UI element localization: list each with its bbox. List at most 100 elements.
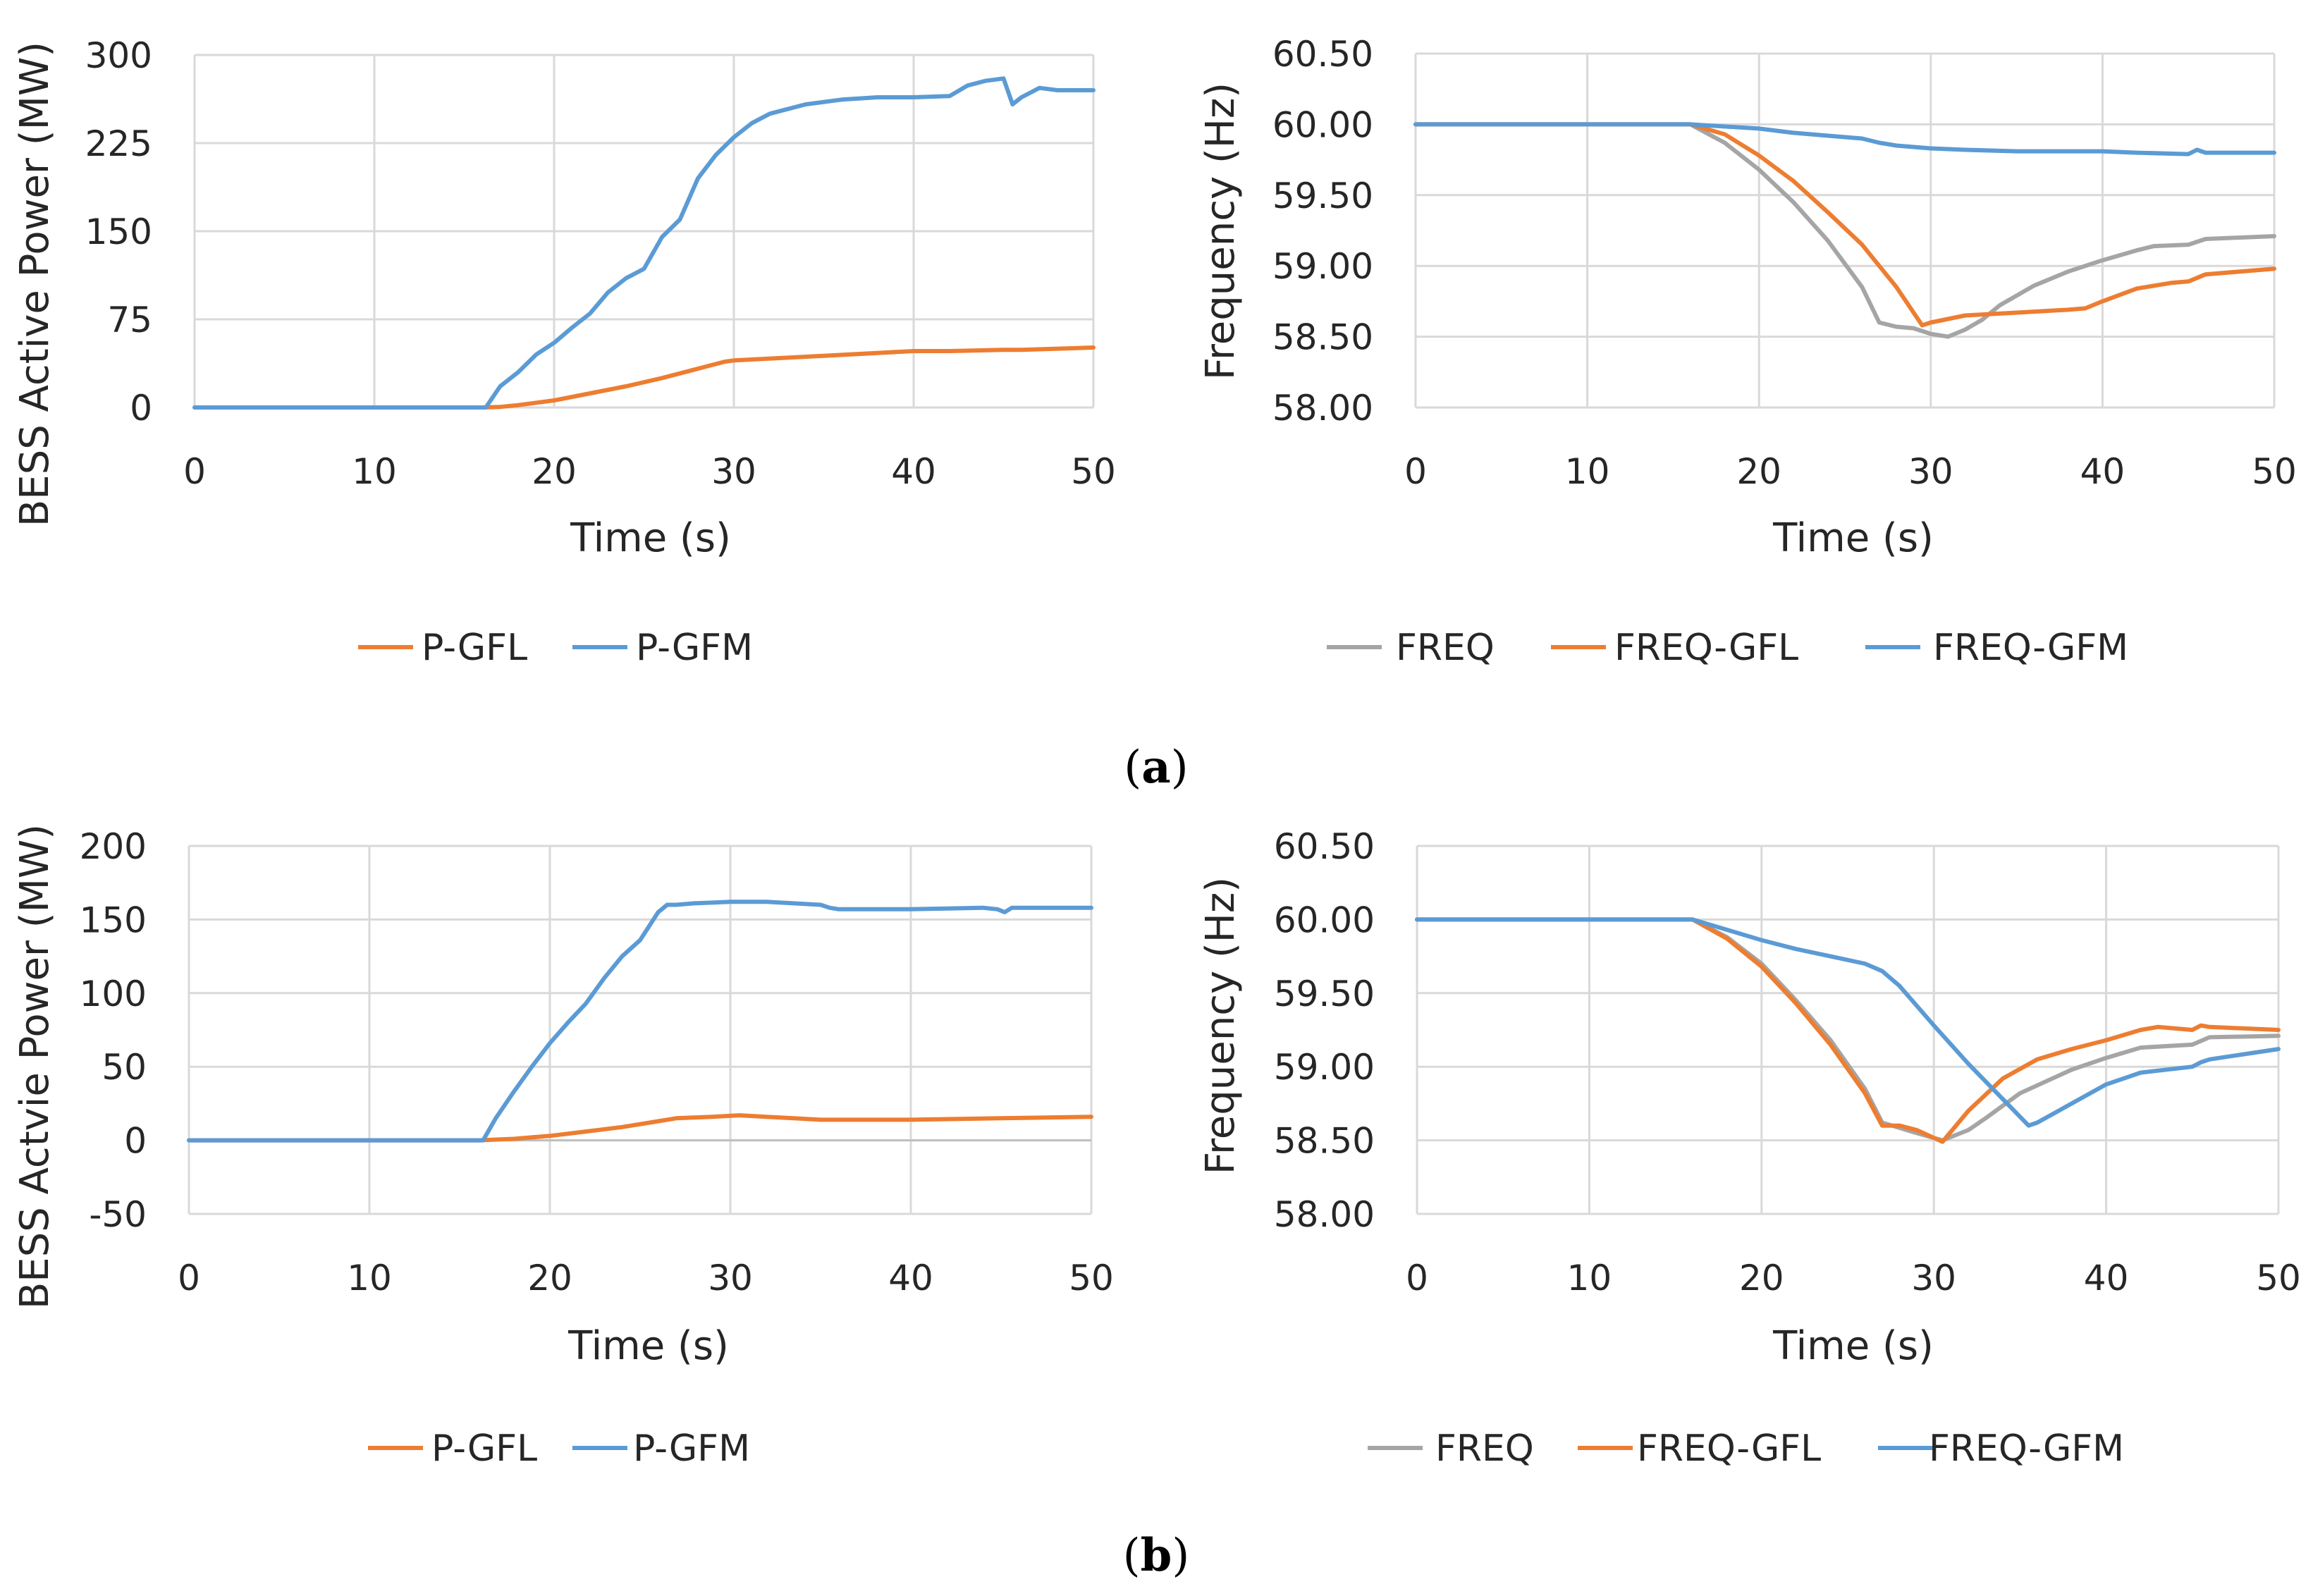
x-tick-label-50: 50 bbox=[2252, 451, 2297, 492]
y-tick-label-59-50: 59.50 bbox=[1272, 176, 1373, 216]
y-tick-label-59-00: 59.00 bbox=[1274, 1047, 1375, 1088]
gridlines bbox=[188, 845, 1093, 1215]
series-line-freq bbox=[1413, 122, 2276, 339]
y-tick-label-59-00: 59.00 bbox=[1272, 246, 1373, 287]
panel-label-a: (a) bbox=[1124, 741, 1188, 794]
x-tick-label-20: 20 bbox=[1736, 451, 1781, 492]
y-axis-label: Frequency (Hz) bbox=[1198, 877, 1244, 1174]
legend: P-GFL P-GFM bbox=[368, 1428, 750, 1470]
legend-label-freq: FREQ bbox=[1396, 627, 1495, 669]
x-axis-label: Time (s) bbox=[567, 1323, 729, 1369]
axes: 0 10 20 30 40 50 58.00 58.50 59.00 59.50 60.00 60.5… bbox=[1272, 34, 2297, 492]
y-tick-label-60-00: 60.00 bbox=[1272, 104, 1373, 145]
x-tick-label-30: 30 bbox=[711, 451, 756, 492]
panel-a-open: ( bbox=[1124, 742, 1141, 794]
gridlines bbox=[193, 54, 1095, 409]
series-lines bbox=[187, 900, 1093, 1143]
x-tick-label-40: 40 bbox=[2080, 451, 2125, 492]
chart-b-frequency: 0 10 20 30 40 50 58.00 58.50 59.00 59.50 60.00 60.5… bbox=[1198, 826, 2301, 1470]
y-tick-label-60-50: 60.50 bbox=[1272, 34, 1373, 75]
x-tick-label-20: 20 bbox=[532, 451, 577, 492]
legend-label-p-gfm: P-GFM bbox=[633, 1428, 750, 1470]
series-line-freq-gfl bbox=[1415, 917, 2281, 1144]
y-tick-label--50: -50 bbox=[89, 1194, 147, 1235]
series-line-p-gfl bbox=[187, 1113, 1093, 1143]
series-lines bbox=[192, 76, 1096, 410]
series-lines bbox=[1413, 122, 2276, 339]
series-line-p-gfl bbox=[192, 345, 1096, 410]
legend-label-freq-gfm: FREQ-GFM bbox=[1933, 627, 2128, 669]
x-tick-label-30: 30 bbox=[1911, 1258, 1956, 1299]
series-lines bbox=[1415, 917, 2281, 1144]
x-tick-label-0: 0 bbox=[1404, 451, 1427, 492]
x-tick-label-10: 10 bbox=[347, 1258, 392, 1299]
x-tick-label-10: 10 bbox=[1567, 1258, 1612, 1299]
legend: P-GFL P-GFM bbox=[358, 627, 753, 669]
series-line-p-gfm bbox=[187, 900, 1093, 1143]
panel-b-open: ( bbox=[1123, 1530, 1141, 1582]
legend-label-p-gfl: P-GFL bbox=[422, 627, 527, 669]
y-axis-label: BESS Actvie Power (MW) bbox=[12, 824, 58, 1309]
chart-b-power: 0 10 20 30 40 50 -50 0 50 100 150 200 Time (s) BESS… bbox=[12, 824, 1114, 1470]
y-tick-label-300: 300 bbox=[85, 35, 152, 76]
series-line-freq-gfm bbox=[1415, 917, 2281, 1128]
x-tick-label-50: 50 bbox=[1071, 451, 1116, 492]
x-tick-label-30: 30 bbox=[1908, 451, 1953, 492]
y-tick-label-0: 0 bbox=[130, 388, 152, 429]
y-tick-label-58-50: 58.50 bbox=[1272, 317, 1373, 358]
x-axis-label: Time (s) bbox=[1772, 1323, 1934, 1369]
x-tick-label-40: 40 bbox=[2084, 1258, 2129, 1299]
axes: 0 10 20 30 40 50 58.00 58.50 59.00 59.50 60.00 60.5… bbox=[1274, 826, 2301, 1299]
x-axis-label: Time (s) bbox=[1772, 515, 1934, 561]
x-tick-label-50: 50 bbox=[2256, 1258, 2301, 1299]
x-tick-label-0: 0 bbox=[1406, 1258, 1428, 1299]
y-tick-label-0: 0 bbox=[124, 1121, 147, 1162]
y-tick-label-100: 100 bbox=[80, 974, 147, 1014]
x-tick-label-10: 10 bbox=[1565, 451, 1610, 492]
y-tick-label-59-50: 59.50 bbox=[1274, 974, 1375, 1014]
y-tick-label-58-50: 58.50 bbox=[1274, 1121, 1375, 1162]
legend-label-freq-gfl: FREQ-GFL bbox=[1614, 627, 1798, 669]
y-tick-label-60-00: 60.00 bbox=[1274, 900, 1375, 940]
panel-a-close: ) bbox=[1171, 742, 1189, 794]
panel-b-letter: b bbox=[1141, 1529, 1172, 1582]
y-tick-label-75: 75 bbox=[107, 300, 152, 340]
chart-a-power: 0 10 20 30 40 50 0 75 150 225 300 Time (s) BESS Ac… bbox=[12, 35, 1116, 669]
y-tick-label-150: 150 bbox=[80, 900, 147, 940]
legend-label-freq-gfm: FREQ-GFM bbox=[1929, 1428, 2124, 1470]
panel-b-close: ) bbox=[1172, 1530, 1189, 1582]
x-tick-label-30: 30 bbox=[708, 1258, 753, 1299]
y-tick-label-225: 225 bbox=[85, 123, 152, 164]
chart-a-frequency: 0 10 20 30 40 50 58.00 58.50 59.00 59.50 60.00 60.5… bbox=[1198, 34, 2297, 669]
panel-label-b: (b) bbox=[1123, 1529, 1190, 1582]
x-tick-label-40: 40 bbox=[891, 451, 936, 492]
panel-a-letter: a bbox=[1141, 741, 1170, 794]
x-tick-label-0: 0 bbox=[178, 1258, 200, 1299]
y-axis-label: Frequency (Hz) bbox=[1198, 82, 1244, 380]
y-tick-label-58-00: 58.00 bbox=[1272, 388, 1373, 429]
y-tick-label-60-50: 60.50 bbox=[1274, 826, 1375, 867]
y-axis-label: BESS Active Power (MW) bbox=[12, 42, 58, 527]
series-line-p-gfm bbox=[192, 76, 1096, 410]
x-tick-label-40: 40 bbox=[888, 1258, 933, 1299]
x-tick-label-20: 20 bbox=[527, 1258, 572, 1299]
y-tick-label-150: 150 bbox=[85, 211, 152, 252]
series-line-freq-gfm bbox=[1413, 122, 2276, 156]
x-tick-label-10: 10 bbox=[352, 451, 397, 492]
y-tick-label-50: 50 bbox=[102, 1047, 147, 1088]
axes: 0 10 20 30 40 50 -50 0 50 100 150 200 bbox=[80, 826, 1114, 1299]
x-axis-label: Time (s) bbox=[570, 515, 731, 561]
legend: FREQ FREQ-GFL FREQ-GFM bbox=[1368, 1428, 2124, 1470]
legend-label-p-gfm: P-GFM bbox=[636, 627, 753, 669]
legend: FREQ FREQ-GFL FREQ-GFM bbox=[1327, 627, 2128, 669]
x-tick-label-50: 50 bbox=[1069, 1258, 1114, 1299]
series-line-freq-gfl bbox=[1413, 122, 2276, 328]
legend-label-p-gfl: P-GFL bbox=[431, 1428, 537, 1470]
axes: 0 10 20 30 40 50 0 75 150 225 300 bbox=[85, 35, 1116, 492]
y-tick-label-200: 200 bbox=[80, 826, 147, 867]
legend-label-freq-gfl: FREQ-GFL bbox=[1637, 1428, 1821, 1470]
x-tick-label-0: 0 bbox=[183, 451, 206, 492]
x-tick-label-20: 20 bbox=[1739, 1258, 1784, 1299]
y-tick-label-58-00: 58.00 bbox=[1274, 1194, 1375, 1235]
